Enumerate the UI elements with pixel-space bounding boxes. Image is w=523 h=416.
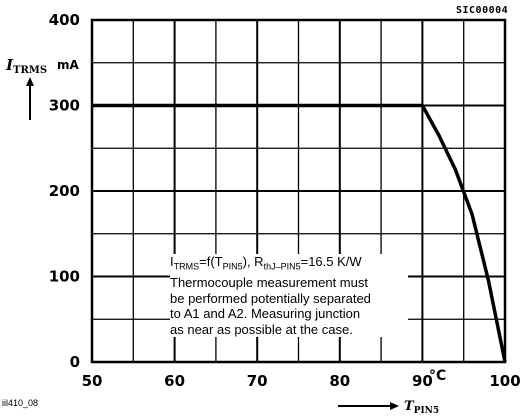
x-tick-label: 60 xyxy=(164,372,185,390)
axes xyxy=(90,18,507,364)
y-tick-label: 400 xyxy=(49,11,80,29)
figure-code: SIC00004 xyxy=(456,5,509,16)
annotation-line-5: as near as possible at the case. xyxy=(170,321,353,337)
annotation-line-1: ITRMS=f(TPIN5), RthJ–PIN5=16.5 K/W xyxy=(170,254,362,272)
y-axis-arrowhead xyxy=(26,77,34,86)
x-tick-label: 70 xyxy=(247,372,268,390)
y-axis-unit: mA xyxy=(57,58,79,72)
plot-frame xyxy=(90,18,507,364)
y-axis-label: ITRMS xyxy=(6,56,48,76)
annotation-line-2: Thermocouple measurement must xyxy=(170,275,368,291)
axis-arrows xyxy=(26,77,399,410)
annotation-box: ITRMS=f(TPIN5), RthJ–PIN5=16.5 K/W Therm… xyxy=(170,254,408,338)
x-tick-label: 80 xyxy=(329,372,350,390)
y-tick-label: 300 xyxy=(49,97,80,115)
annotation-line-3: be performed potentially separated xyxy=(170,290,371,306)
x-axis-label: TPIN5 xyxy=(404,399,440,416)
x-axis-unit: °C xyxy=(429,368,447,384)
figure-id: iil410_08 xyxy=(2,398,39,408)
annotation-line-4: to A1 and A2. Measuring junction xyxy=(170,306,361,322)
x-tick-label: 90 xyxy=(412,372,433,390)
y-tick-labels: 0 100 200 300 400 xyxy=(49,11,80,371)
x-tick-label: 50 xyxy=(82,372,103,390)
series-line xyxy=(92,103,507,363)
y-tick-label: 200 xyxy=(49,182,80,200)
x-axis-arrowhead xyxy=(390,402,399,410)
y-tick-label: 100 xyxy=(49,268,80,286)
y-tick-label: 0 xyxy=(70,353,80,371)
series xyxy=(92,103,507,363)
x-tick-labels: 50 60 70 80 90 100 xyxy=(82,372,521,390)
x-tick-label: 100 xyxy=(489,372,520,390)
